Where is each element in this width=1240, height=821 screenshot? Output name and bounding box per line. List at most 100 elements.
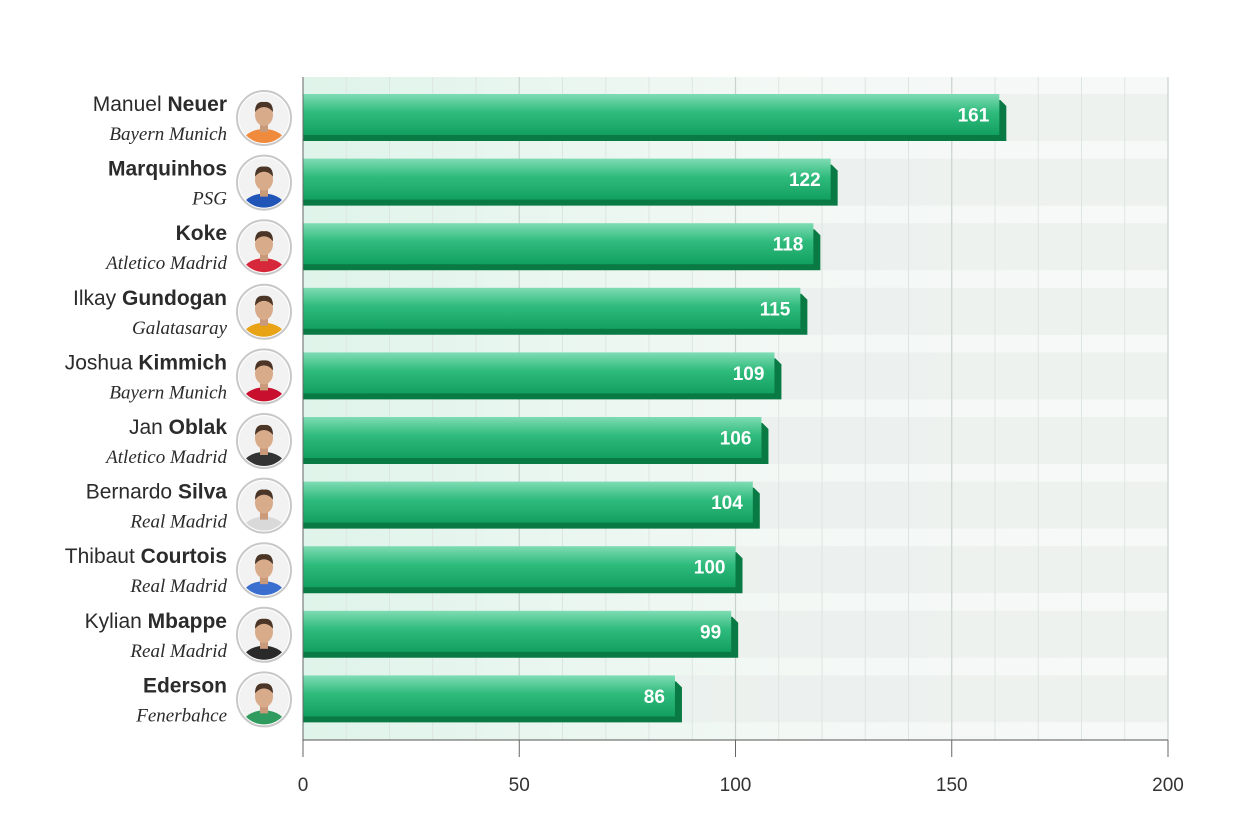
avatar-neck <box>260 447 268 455</box>
bar <box>303 546 736 588</box>
player-avatar-ederson <box>236 671 292 728</box>
x-tick-label: 0 <box>298 775 309 796</box>
avatar-hair <box>255 101 273 112</box>
player-team: PSG <box>191 189 227 210</box>
avatar-portrait <box>239 222 289 273</box>
player-team: Fenerbahce <box>135 705 227 726</box>
player-team: Bayern Munich <box>109 124 227 145</box>
avatar-neck <box>260 640 268 649</box>
player-last-name: Gundogan <box>122 287 227 310</box>
player-first-name: Thibaut <box>65 545 141 568</box>
bar <box>303 675 675 717</box>
avatar-portrait <box>239 351 289 402</box>
bar-value-label: 118 <box>773 235 804 256</box>
avatar-shirt <box>242 516 286 531</box>
avatar-shirt <box>242 387 286 402</box>
player-first-name: Ilkay <box>73 287 122 310</box>
bar-value-label: 99 <box>700 622 721 643</box>
category-label: Manuel Neuer Bayern Munich <box>93 90 292 146</box>
player-last-name: Kimmich <box>138 351 227 374</box>
player-team: Real Madrid <box>129 576 227 597</box>
player-team: Real Madrid <box>129 641 227 662</box>
avatar-neck <box>260 705 268 714</box>
player-name: Kylian Mbappe <box>85 610 227 633</box>
avatar-shirt <box>242 452 286 466</box>
bar <box>303 352 775 394</box>
bar <box>303 287 801 329</box>
category-label: Ederson Fenerbahce <box>135 671 292 728</box>
bar <box>303 223 814 265</box>
player-name: Thibaut Courtois <box>65 545 227 568</box>
bar-group: 115 <box>303 287 808 335</box>
player-last-name: Ederson <box>143 674 227 697</box>
category-label: Marquinhos PSG <box>108 154 292 211</box>
avatar-face <box>255 620 273 643</box>
player-name: Ederson <box>143 674 227 697</box>
avatar-face <box>255 491 273 514</box>
player-team: Bayern Munich <box>109 382 227 403</box>
player-last-name: Mbappe <box>148 610 227 633</box>
player-avatar-oblak <box>236 413 292 469</box>
player-avatar-neuer <box>236 90 292 146</box>
player-avatar-marquinhos <box>236 154 292 211</box>
player-last-name: Courtois <box>141 545 227 568</box>
bar-group: 106 <box>303 417 769 464</box>
bar <box>303 94 1000 135</box>
x-tick-label: 150 <box>936 775 968 796</box>
avatar-shirt <box>242 322 286 337</box>
player-team: Galatasaray <box>132 318 228 339</box>
avatar-portrait <box>239 157 289 208</box>
bar-value-label: 122 <box>789 170 821 191</box>
category-label: Ilkay Gundogan Galatasaray <box>73 283 292 340</box>
player-avatar-kimmich <box>236 348 292 405</box>
bar-group: 99 <box>303 610 739 658</box>
avatar-portrait <box>239 545 289 596</box>
player-last-name: Marquinhos <box>108 158 227 181</box>
avatar-hair <box>255 166 273 177</box>
category-labels: Manuel Neuer Bayern Munich Marquinhos PSG Ko… <box>65 90 292 728</box>
bar <box>303 417 762 458</box>
avatar-shirt <box>242 193 286 208</box>
bar-value-label: 86 <box>644 687 665 708</box>
avatar-face <box>255 297 273 320</box>
bar <box>303 610 732 652</box>
avatar-portrait <box>239 93 289 143</box>
avatar-portrait <box>239 609 289 660</box>
bar-group: 161 <box>303 94 1007 141</box>
avatar-portrait <box>239 674 289 725</box>
avatar-neck <box>260 124 268 132</box>
avatar-face <box>255 427 273 449</box>
category-label: Thibaut Courtois Real Madrid <box>65 542 292 599</box>
player-avatar-silva <box>236 477 292 534</box>
x-tick-label: 200 <box>1152 775 1184 796</box>
avatar-shirt <box>242 645 286 660</box>
bar <box>303 481 753 523</box>
player-team: Atletico Madrid <box>104 447 227 468</box>
avatar-neck <box>260 576 268 585</box>
bar <box>303 158 831 200</box>
category-label: Kylian Mbappe Real Madrid <box>85 606 292 663</box>
bar-value-label: 106 <box>720 429 752 450</box>
player-last-name: Silva <box>178 481 227 504</box>
avatar-hair <box>255 618 273 629</box>
player-name: Marquinhos <box>108 158 227 181</box>
avatar-neck <box>260 253 268 262</box>
player-name: Koke <box>176 222 227 245</box>
player-last-name: Neuer <box>167 93 227 116</box>
avatar-hair <box>255 360 273 371</box>
category-label: Bernardo Silva Real Madrid <box>86 477 292 534</box>
bar-group: 100 <box>303 546 743 594</box>
avatar-shirt <box>242 710 286 725</box>
avatar-face <box>255 233 273 256</box>
avatar-shirt <box>242 258 286 273</box>
player-name: Ilkay Gundogan <box>73 287 227 310</box>
avatar-portrait <box>239 286 289 337</box>
category-label: Jan Oblak Atletico Madrid <box>104 413 292 469</box>
player-avatar-courtois <box>236 542 292 599</box>
bars: 161 122 118 115 109 106 104 100 99 86 <box>303 94 1007 723</box>
avatar-portrait <box>239 416 289 466</box>
x-tick-label: 50 <box>509 775 530 796</box>
avatar-portrait <box>239 480 289 531</box>
bar-value-label: 104 <box>711 493 743 514</box>
player-first-name: Jan <box>129 416 169 439</box>
